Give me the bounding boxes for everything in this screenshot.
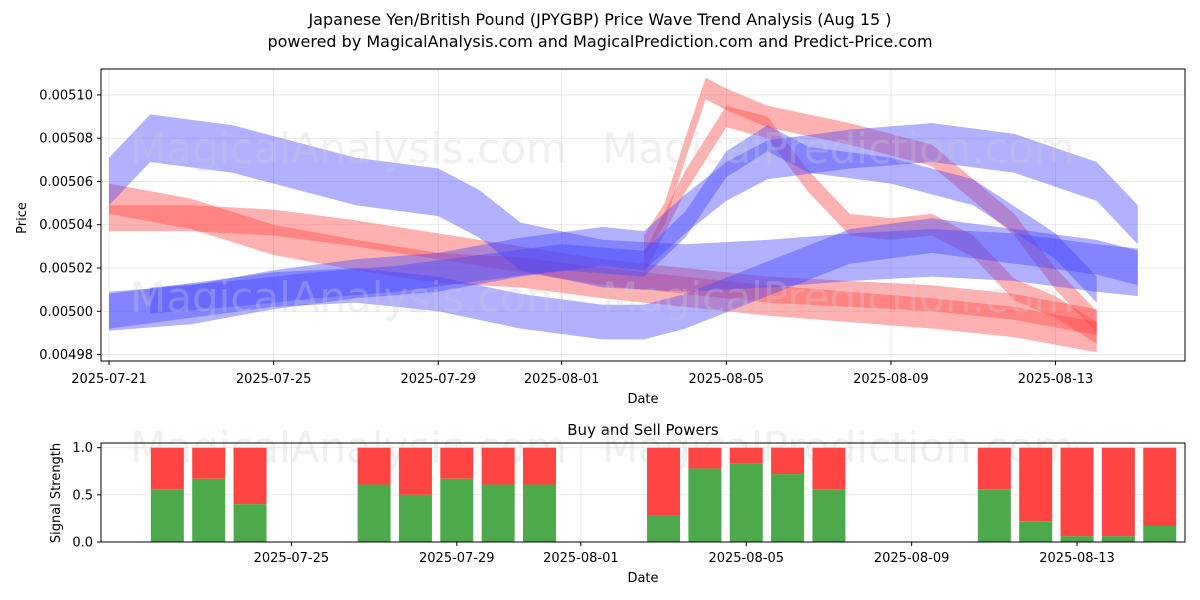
signal-panel-title: Buy and Sell Powers [567,421,719,439]
buy-power-bar [1143,525,1177,542]
buy-power-bar [523,484,556,542]
price-wave-band-red [644,105,1097,344]
price-y-tick-label: 0.00510 [39,88,93,103]
signal-y-tick-label: 0.5 [72,488,93,503]
signal-x-tick-label: 2025-07-25 [254,551,330,566]
sell-power-bar [647,447,681,516]
sell-power-bar [1060,447,1094,537]
price-y-tick-label: 0.00504 [39,218,93,233]
price-wave-bands [109,77,1138,353]
signal-y-ticks: 0.0 0.5 1.0 [72,441,101,551]
price-panel: MagicalAnalysis.com MagicalPrediction.co… [15,68,1186,407]
price-wave-band-red [109,183,1097,353]
sell-power-bar [192,447,226,479]
buy-power-bar [233,504,267,542]
price-wave-band-red [644,77,1097,333]
chart-title-line1: Japanese Yen/British Pound (JPYGBP) Pric… [307,10,891,29]
signal-axes-frame [100,442,1186,543]
watermark-right-2: MagicalPrediction.com [602,273,1075,322]
buy-power-bar [688,468,722,542]
price-y-tick-label: 0.00502 [39,261,93,276]
sell-power-bar [440,447,474,479]
signal-y-tick-label: 0.0 [72,536,93,551]
signal-x-tick-label: 2025-07-29 [419,551,495,566]
sell-power-bar [398,447,432,495]
price-wave-band-blue [109,123,1138,331]
buy-power-bar [771,474,805,542]
price-x-axis-label: Date [627,392,658,407]
sell-power-bar [977,447,1011,490]
price-y-tick-label: 0.00498 [39,348,93,363]
buy-power-bar [647,515,681,542]
price-y-ticks: 0.00498 0.00500 0.00502 0.00504 0.00506 0.005… [39,88,101,363]
sell-power-bar [1019,447,1053,522]
price-wave-band-blue [150,125,1097,314]
buy-power-bar [812,489,846,542]
buy-power-bar [1101,536,1135,542]
price-x-tick-label: 2025-07-25 [236,372,312,387]
sell-power-bar [812,447,846,490]
sell-power-bar [233,447,267,505]
watermark-left: MagicalAnalysis.com [130,124,567,173]
sell-power-bar [523,447,556,485]
price-wave-band-blue [109,218,1138,340]
buy-power-bar [440,478,474,542]
buy-power-bar [398,494,432,542]
price-wave-band-blue [109,114,1138,297]
price-x-tick-label: 2025-08-01 [524,372,600,387]
buy-power-bar [150,489,184,542]
price-x-tick-label: 2025-08-05 [689,372,765,387]
signal-x-tick-label: 2025-08-09 [874,551,950,566]
price-wave-band-red [109,205,1097,335]
price-y-axis-label: Price [15,202,30,234]
sell-power-bar [357,447,391,485]
sell-power-bar [1101,447,1135,537]
sell-power-bar [481,447,515,485]
price-x-ticks: 2025-07-21 2025-07-25 2025-07-29 2025-08-01… [71,361,1093,387]
signal-x-tick-label: 2025-08-13 [1039,551,1115,566]
price-y-tick-label: 0.00500 [39,305,93,320]
watermark-left-2: MagicalAnalysis.com [130,273,567,322]
buy-power-bar [1060,536,1094,542]
buy-power-bar [1019,521,1053,542]
price-axes-frame [100,68,1186,362]
sell-power-bar [771,447,805,475]
price-gridlines [101,69,1185,361]
buy-power-bar [192,478,226,542]
buy-power-bar [977,489,1011,542]
chart-title-line2: powered by MagicalAnalysis.com and Magic… [267,32,932,51]
sell-power-bar [1143,447,1177,526]
price-y-tick-label: 0.00506 [39,175,93,190]
signal-panel: Buy and Sell Powers MagicalAnalysis.com … [49,421,1186,586]
signal-x-tick-label: 2025-08-01 [543,551,619,566]
price-x-tick-label: 2025-07-29 [400,372,476,387]
signal-x-tick-label: 2025-08-05 [708,551,784,566]
signal-y-tick-label: 1.0 [72,441,93,456]
sell-power-bar [729,447,763,464]
signal-y-axis-label: Signal Strength [49,443,64,543]
price-x-tick-label: 2025-07-21 [71,372,147,387]
signal-bars [150,447,1177,542]
buy-power-bar [357,484,391,542]
price-y-tick-label: 0.00508 [39,132,93,147]
signal-x-ticks: 2025-07-25 2025-07-29 2025-08-01 2025-08-05… [254,542,1115,566]
price-x-tick-label: 2025-08-09 [853,372,929,387]
sell-power-bar [150,447,184,490]
signal-x-axis-label: Date [627,571,658,586]
buy-power-bar [481,484,515,542]
price-x-tick-label: 2025-08-13 [1018,372,1094,387]
buy-power-bar [729,463,763,542]
sell-power-bar [688,447,722,469]
watermark-right: MagicalPrediction.com [602,124,1075,173]
